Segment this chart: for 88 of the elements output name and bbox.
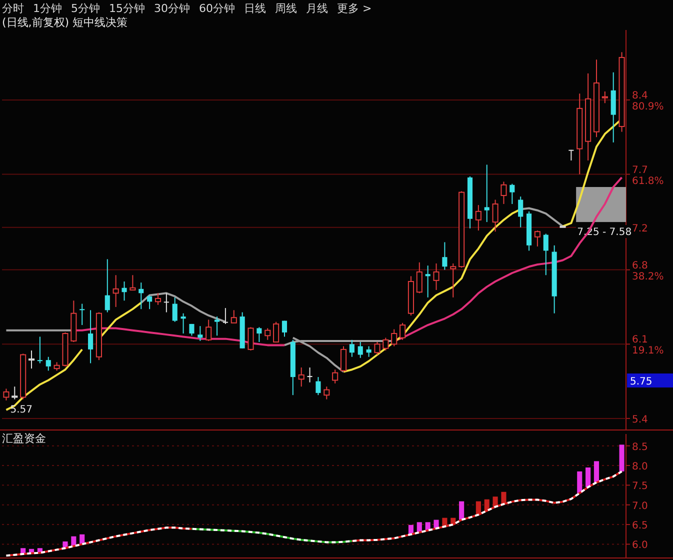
y-tick-label: 6.8 38.2%	[632, 260, 664, 282]
y-tick-label: 6.0	[632, 540, 648, 552]
text: 15分钟	[109, 2, 145, 15]
candlestick	[122, 280, 127, 302]
candlestick	[198, 326, 203, 342]
candlestick	[164, 292, 169, 313]
candlestick	[206, 319, 212, 342]
candlestick	[80, 303, 85, 326]
candlestick	[130, 274, 136, 290]
text: 60分钟	[199, 2, 235, 15]
chart-title: 汇盈资金	[2, 432, 46, 445]
bar	[594, 461, 600, 482]
bar	[459, 501, 464, 520]
candlestick	[273, 321, 280, 343]
candlestick	[340, 346, 347, 372]
candlestick	[12, 386, 18, 400]
bar	[501, 492, 506, 504]
candlestick	[374, 342, 380, 356]
candlestick	[222, 308, 228, 324]
y-tick-label: 7.7 61.8%	[632, 164, 664, 187]
candlestick	[256, 326, 262, 343]
y-tick-label: 8.0	[632, 462, 648, 473]
candlestick	[3, 388, 10, 401]
text: 周线	[275, 2, 297, 15]
text: 分时	[2, 2, 24, 15]
candlestick	[307, 366, 312, 383]
annotation: 5.57	[10, 404, 32, 416]
y-tick-label: 7.2	[632, 223, 648, 234]
candlestick	[475, 204, 482, 232]
candlestick	[543, 233, 548, 276]
candlestick	[180, 312, 186, 334]
bar	[586, 467, 591, 488]
candlestick	[518, 196, 524, 228]
candlestick	[358, 342, 363, 358]
bar	[577, 471, 582, 494]
candlestick	[88, 310, 94, 364]
candlestick	[400, 322, 406, 340]
text: 5分钟	[71, 2, 100, 15]
candlestick	[324, 386, 330, 400]
candlestick	[147, 294, 152, 310]
y-tick-label: 6.1 19.1%	[632, 334, 664, 357]
candlestick	[484, 164, 490, 223]
candlestick	[248, 326, 254, 351]
y-tick-label: 7.0	[632, 500, 648, 512]
candlestick	[37, 336, 42, 364]
candlestick	[298, 366, 304, 388]
candlestick	[332, 369, 338, 384]
y-tick-label: 8.4 80.9%	[632, 90, 664, 112]
candlestick	[104, 258, 110, 313]
candlestick	[138, 282, 144, 310]
candlestick	[425, 265, 430, 298]
y-tick-label: 8.5	[632, 442, 648, 453]
text: 30分钟	[154, 2, 190, 15]
text: 1分钟	[33, 2, 62, 15]
candlestick	[416, 262, 422, 294]
candlestick	[316, 376, 321, 396]
candlestick	[282, 320, 288, 338]
candlestick	[433, 262, 440, 290]
y-tick-label: 6.5	[632, 520, 648, 532]
y-tick-label: 7.5	[632, 481, 648, 492]
candlestick	[450, 262, 456, 298]
candlestick	[46, 356, 51, 372]
candlestick	[264, 328, 271, 340]
candlestick	[172, 296, 178, 322]
candlestick	[534, 230, 540, 247]
y-tick-label: 5.4	[632, 414, 648, 426]
candlestick	[366, 346, 372, 358]
text: 5.75	[630, 376, 652, 388]
candlestick	[154, 292, 162, 306]
bar	[619, 444, 624, 472]
candlestick	[382, 337, 389, 351]
candlestick	[500, 181, 507, 204]
line-series	[190, 528, 353, 544]
text: 日线	[244, 2, 266, 15]
candlestick	[492, 199, 498, 232]
candlestick	[214, 316, 220, 336]
candlestick	[230, 310, 237, 324]
text: 月线	[306, 2, 328, 15]
candlestick	[28, 350, 35, 370]
chart-title: (日线,前复权) 短中线决策	[2, 16, 128, 29]
text: 更多 >	[337, 2, 372, 15]
candlestick	[112, 274, 119, 308]
candlestick	[602, 90, 608, 104]
candlestick	[442, 242, 448, 270]
candlestick	[568, 149, 574, 161]
candlestick	[391, 328, 398, 347]
candlestick	[510, 183, 515, 204]
candlestick	[349, 339, 354, 358]
